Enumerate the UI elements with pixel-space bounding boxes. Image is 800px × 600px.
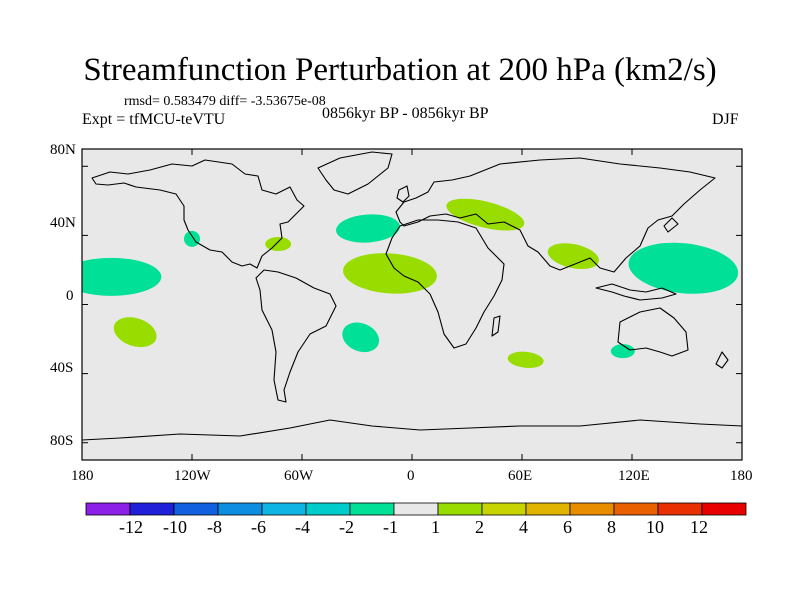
anomaly-north-atlantic [336, 214, 400, 243]
coast-australia [617, 307, 689, 357]
map-background [82, 149, 742, 460]
axis-ticks [81, 149, 743, 460]
anomaly-east-us [265, 237, 292, 252]
colorbar-swatch [437, 502, 483, 516]
anomaly-north-pacific-west [628, 242, 739, 294]
season-label: DJF [712, 111, 739, 128]
colorbar-label: 6 [563, 517, 572, 537]
colorbar-label: -12 [119, 517, 143, 537]
lon-label-60w: 60W [284, 468, 314, 484]
colorbar-swatch [85, 502, 131, 516]
colorbar-label: 10 [646, 517, 664, 537]
colorbar-swatch [261, 502, 307, 516]
colorbar-swatch [525, 502, 571, 516]
anomaly-tropical-atlantic [343, 253, 437, 294]
anomaly-south-pacific [113, 317, 157, 348]
colorbar-swatch [613, 502, 659, 516]
coast-indonesia [595, 283, 677, 301]
period-label: 0856kyr BP - 0856kyr BP [322, 105, 489, 122]
colorbar-label: -2 [339, 517, 354, 537]
colorbar [85, 502, 747, 516]
colorbar-swatch [569, 502, 615, 516]
coast-eurasia [395, 157, 716, 273]
anomaly-layer [82, 198, 739, 368]
coast-madagascar [491, 315, 501, 337]
anomaly-california [184, 230, 200, 247]
coast-new-zealand [715, 351, 729, 369]
lon-label-0: 0 [407, 468, 415, 484]
colorbar-label: 4 [519, 517, 528, 537]
colorbar-label: -8 [207, 517, 222, 537]
colorbar-label: 1 [431, 517, 440, 537]
anomaly-south-atlantic [342, 322, 380, 353]
stats-label: rmsd= 0.583479 diff= -3.53675e-08 [124, 94, 326, 109]
lon-label-180w: 180 [71, 468, 94, 484]
coast-africa [385, 219, 505, 349]
colorbar-swatch [129, 502, 175, 516]
colorbar-swatch [481, 502, 527, 516]
coastlines [82, 151, 742, 441]
colorbar-swatch [217, 502, 263, 516]
anomaly-australia [610, 344, 635, 359]
colorbar-label: 2 [475, 517, 484, 537]
colorbar-swatch [393, 502, 439, 516]
experiment-label: Expt = tfMCU-teVTU [82, 111, 226, 128]
lat-label-0: 0 [66, 288, 74, 304]
colorbar-label: -6 [251, 517, 266, 537]
lon-label-120w: 120W [174, 468, 211, 484]
lat-label-40n: 40N [50, 215, 76, 231]
coast-japan [663, 217, 679, 233]
lat-label-80n: 80N [50, 142, 76, 158]
colorbar-swatch [657, 502, 703, 516]
coast-antarctica [82, 419, 742, 441]
coast-north-america [91, 159, 305, 269]
colorbar-label: 8 [607, 517, 616, 537]
figure-title: Streamfunction Perturbation at 200 hPa (… [83, 52, 717, 88]
coast-uk [396, 185, 410, 203]
coast-south-america [255, 269, 337, 403]
lon-label-180e: 180 [730, 468, 753, 484]
anomaly-arabia-iran [547, 243, 599, 270]
colorbar-label: -4 [295, 517, 310, 537]
colorbar-swatch [173, 502, 219, 516]
colorbar-swatch [349, 502, 395, 516]
lon-label-120e: 120E [618, 468, 650, 484]
colorbar-swatch [305, 502, 351, 516]
colorbar-label: -1 [383, 517, 398, 537]
anomaly-indian-ocean-south [507, 351, 544, 368]
coast-greenland [317, 151, 393, 195]
colorbar-label: 12 [690, 517, 708, 537]
anomaly-north-pacific-east [82, 257, 162, 296]
lon-label-60e: 60E [508, 468, 533, 484]
lat-label-80s: 80S [50, 433, 74, 449]
lat-label-40s: 40S [50, 360, 74, 376]
colorbar-label: -10 [163, 517, 187, 537]
colorbar-swatch [701, 502, 747, 516]
